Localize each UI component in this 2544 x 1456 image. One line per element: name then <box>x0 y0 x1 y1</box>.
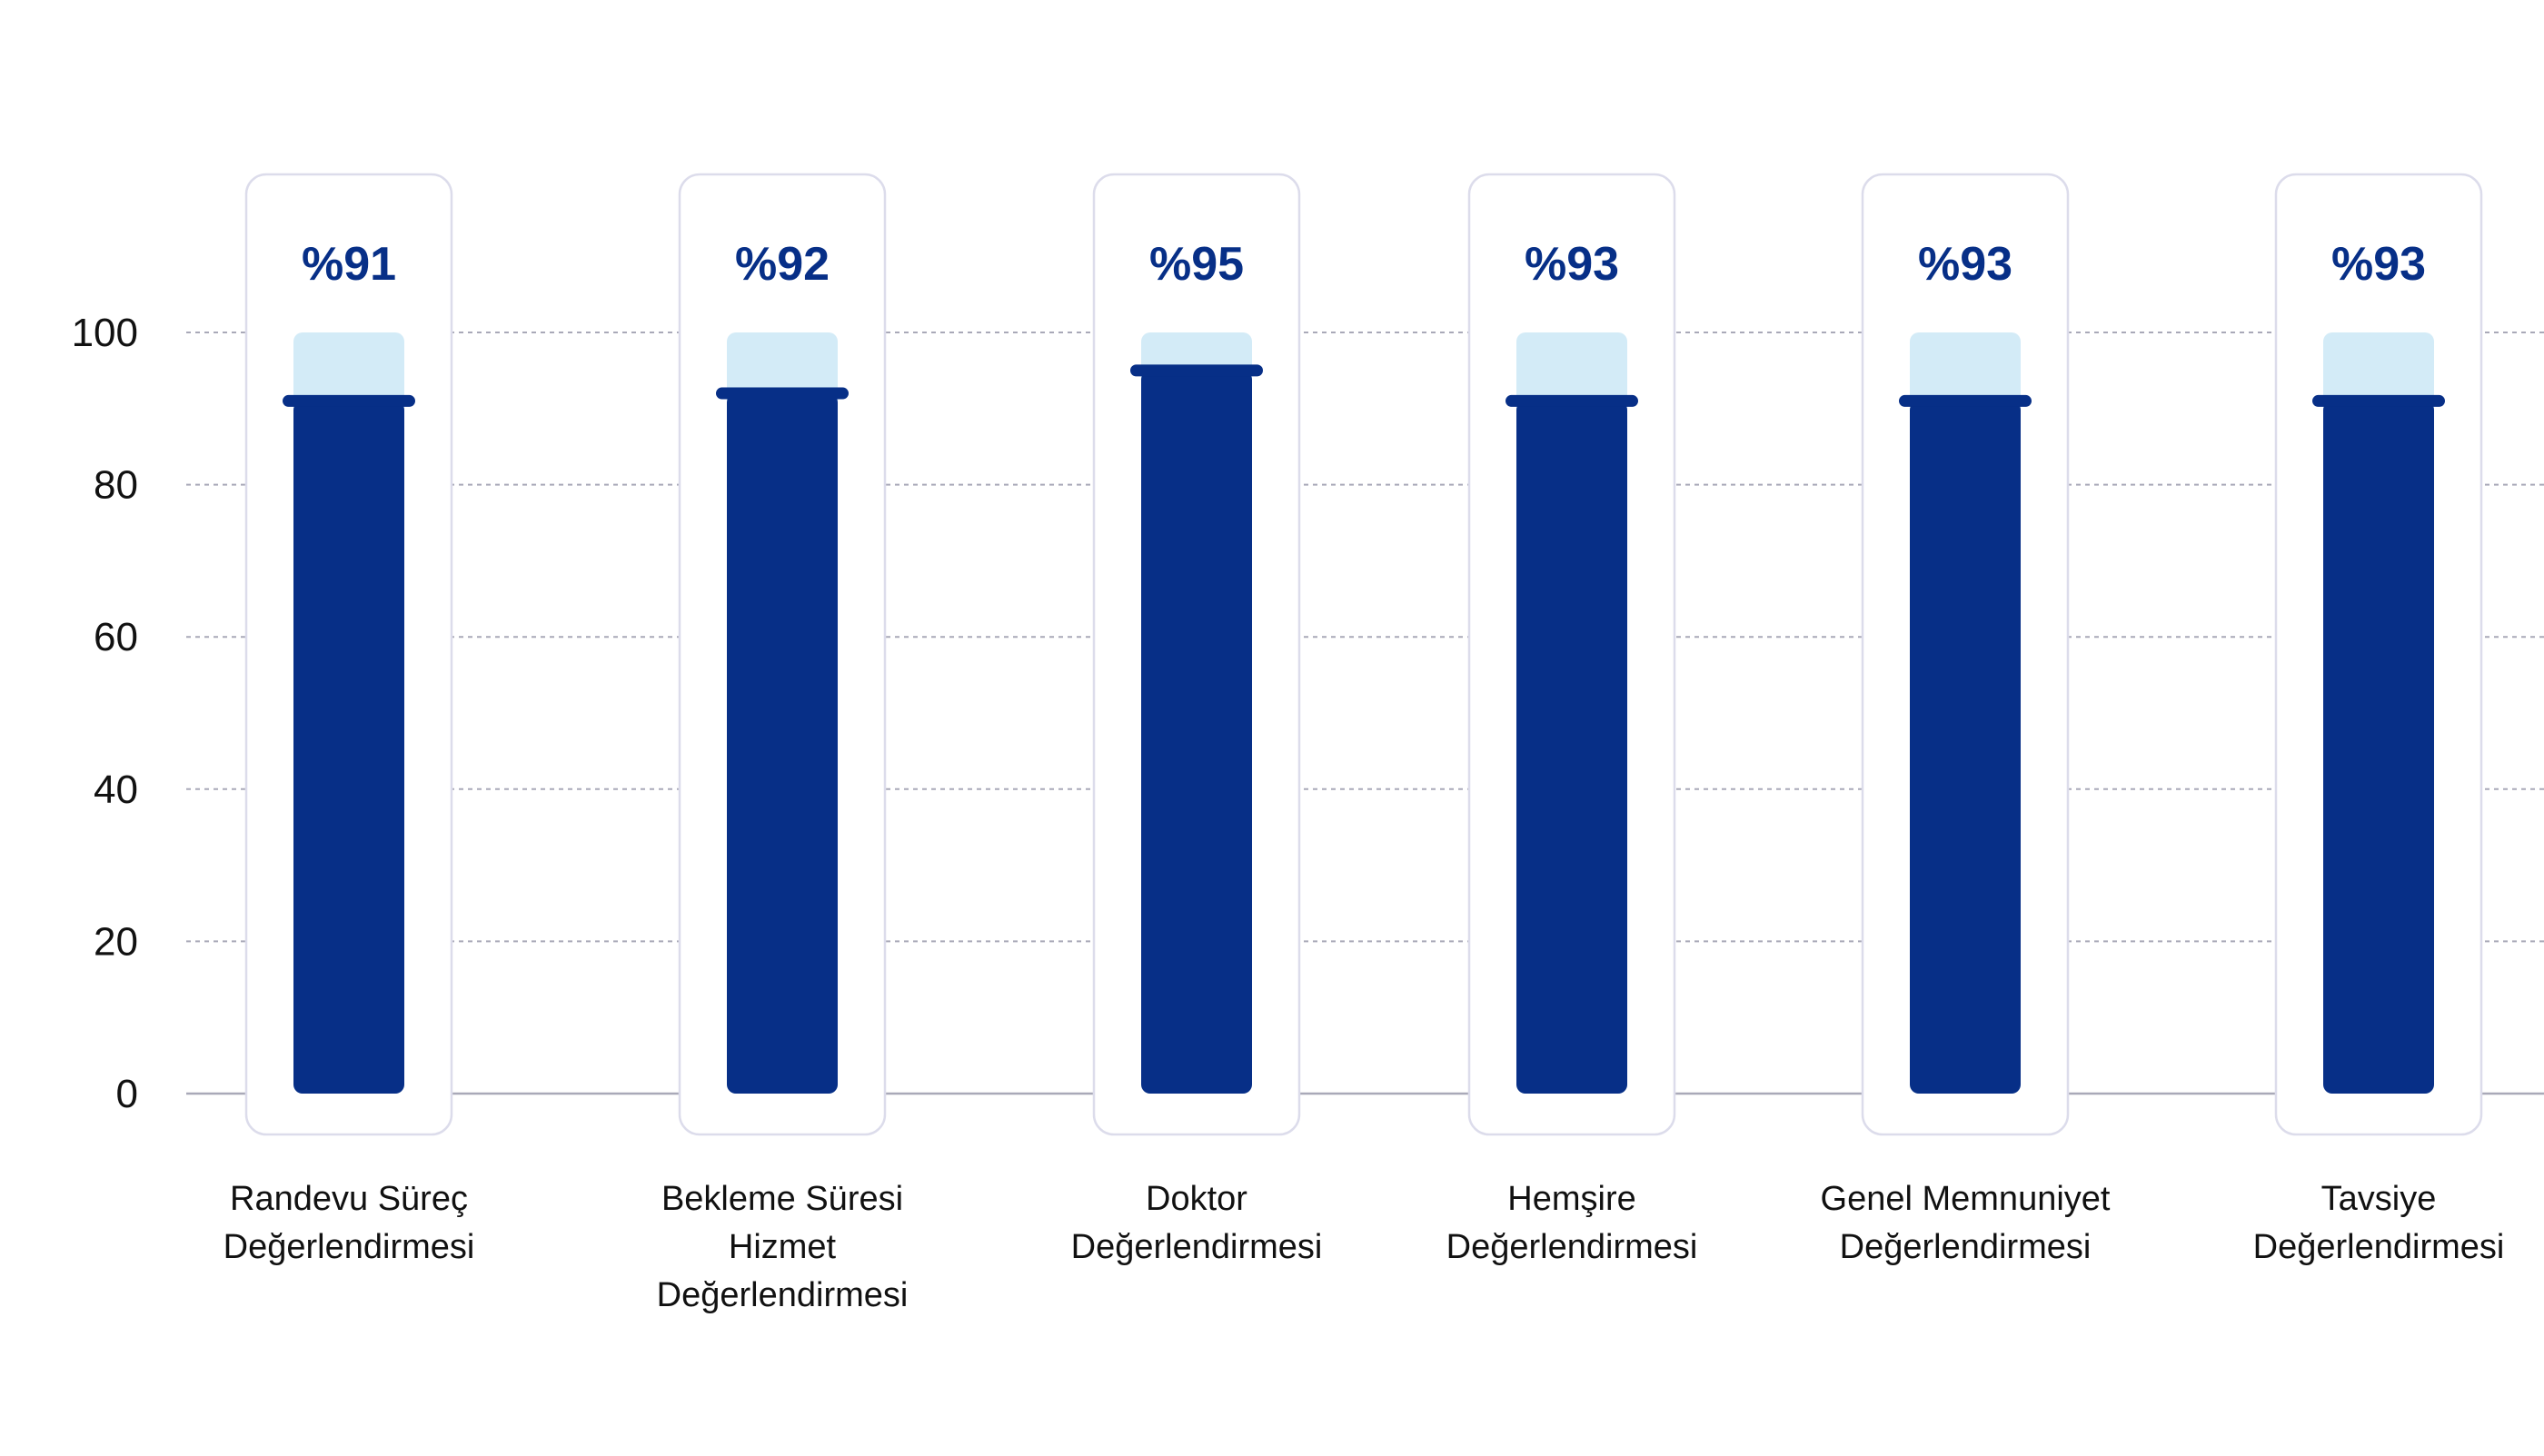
x-category-label-line: Değerlendirmesi <box>1446 1228 1698 1266</box>
x-category-label: Bekleme Süresi Hizmet Değerlendirmesi <box>610 1175 955 1320</box>
bar <box>293 401 404 1094</box>
bar-group: %93 <box>1467 173 1676 1136</box>
x-category-label: Tavsiye Değerlendirmesi <box>2206 1175 2544 1272</box>
grid-lines <box>186 332 2544 1095</box>
bar-cap <box>1506 394 1638 407</box>
bar <box>1910 401 2021 1094</box>
y-tick-label: 0 <box>116 1072 138 1116</box>
y-axis-ticks: 0 20 40 60 80 100 <box>72 311 138 1116</box>
bar <box>727 393 838 1094</box>
x-category-label-line: Değerlendirmesi <box>1839 1228 2092 1266</box>
x-category-label-line: Değerlendirmesi <box>1070 1228 1323 1266</box>
bar-cap <box>1130 364 1263 377</box>
x-category-label-line: Hemşire <box>1507 1180 1636 1218</box>
bar-cap <box>1899 394 2032 407</box>
x-category-label: Doktor Değerlendirmesi <box>1024 1175 1369 1272</box>
data-label: %91 <box>302 238 396 291</box>
bar-cap <box>283 394 415 407</box>
x-category-label-line: Bekleme Süresi <box>661 1180 904 1218</box>
y-tick-label: 100 <box>72 311 138 355</box>
x-category-label-line: Tavsiye <box>2320 1180 2437 1218</box>
bar <box>2323 401 2434 1094</box>
data-label: %93 <box>1918 238 2012 291</box>
y-tick-label: 60 <box>94 615 138 659</box>
y-tick-label: 40 <box>94 768 138 812</box>
bar-group: %93 <box>2274 173 2483 1136</box>
y-tick-label: 20 <box>94 919 138 964</box>
data-label: %92 <box>735 238 830 291</box>
x-category-label-line: Genel Memnuniyet <box>1820 1180 2111 1218</box>
bar <box>1141 370 1252 1094</box>
bar-cap <box>716 387 849 400</box>
data-label: %93 <box>1525 238 1619 291</box>
y-tick-label: 80 <box>94 463 138 508</box>
x-category-label-line: Randevu Süreç <box>230 1180 468 1218</box>
bar-group: %93 <box>1861 173 2070 1136</box>
x-category-label: Hemşire Değerlendirmesi <box>1399 1175 1744 1272</box>
bar-group: %95 <box>1092 173 1301 1136</box>
x-category-label: Genel Memnuniyet Değerlendirmesi <box>1793 1175 2138 1272</box>
x-category-label-line: Değerlendirmesi <box>223 1228 475 1266</box>
data-label: %93 <box>2331 238 2426 291</box>
x-category-label-line: Hizmet <box>728 1228 837 1266</box>
x-category-label-line: Doktor <box>1146 1180 1247 1218</box>
bar-group: %92 <box>678 173 887 1136</box>
x-category-label-line: Değerlendirmesi <box>2252 1228 2505 1266</box>
data-label: %95 <box>1149 238 1244 291</box>
x-category-label-line: Değerlendirmesi <box>656 1276 909 1314</box>
x-category-label: Randevu Süreç Değerlendirmesi <box>176 1175 522 1272</box>
bars: %91 %92 %95 %93 %93 %93 <box>244 173 2483 1136</box>
bar-cap <box>2312 394 2445 407</box>
bar-group: %91 <box>244 173 453 1136</box>
bar <box>1516 401 1627 1094</box>
